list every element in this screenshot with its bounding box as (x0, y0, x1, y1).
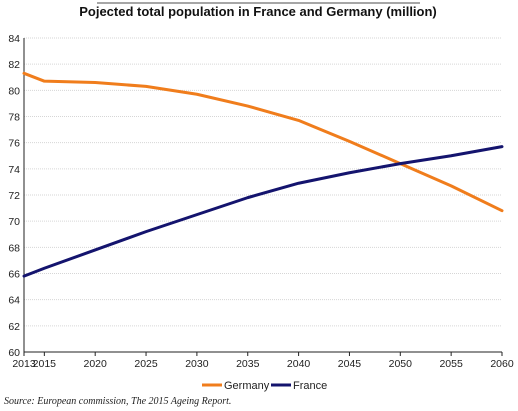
y-tick-label: 72 (8, 190, 20, 202)
series-line-france (22, 145, 504, 278)
axes (23, 38, 503, 356)
y-tick-label: 62 (8, 321, 20, 333)
y-tick-label: 80 (8, 85, 20, 97)
legend: Germany France (202, 380, 327, 392)
x-tick-label: 2035 (236, 358, 260, 370)
y-tick-label: 82 (8, 59, 20, 71)
x-tick-label: 2015 (33, 358, 57, 370)
grid-lines (24, 37, 502, 353)
y-tick-label: 74 (8, 164, 20, 176)
y-tick-label: 78 (8, 112, 20, 124)
chart-title: Pojected total population in France and … (79, 4, 437, 19)
y-axis-tick-labels: 60 62 64 66 68 70 72 74 76 78 80 82 84 (8, 33, 20, 359)
x-tick-label: 2045 (338, 358, 362, 370)
x-tick-label: 2040 (287, 358, 311, 370)
x-tick-label: 2013 (12, 358, 36, 370)
legend-label-france: France (293, 380, 327, 392)
x-tick-label: 2020 (84, 358, 108, 370)
y-tick-label: 66 (8, 269, 20, 281)
series-line-germany (22, 71, 504, 213)
x-tick-label: 2060 (490, 358, 514, 370)
y-tick-label: 68 (8, 242, 20, 254)
source-note: Source: European commission, The 2015 Ag… (4, 396, 231, 407)
series-lines (22, 71, 504, 278)
legend-label-germany: Germany (224, 380, 270, 392)
x-tick-label: 2050 (389, 358, 413, 370)
y-tick-label: 70 (8, 216, 20, 228)
y-tick-label: 76 (8, 138, 20, 150)
x-tick-label: 2055 (439, 358, 463, 370)
y-tick-label: 60 (8, 347, 20, 359)
y-tick-label: 84 (8, 33, 20, 45)
y-tick-label: 64 (8, 295, 20, 307)
x-tick-label: 2030 (185, 358, 209, 370)
x-tick-label: 2025 (134, 358, 158, 370)
